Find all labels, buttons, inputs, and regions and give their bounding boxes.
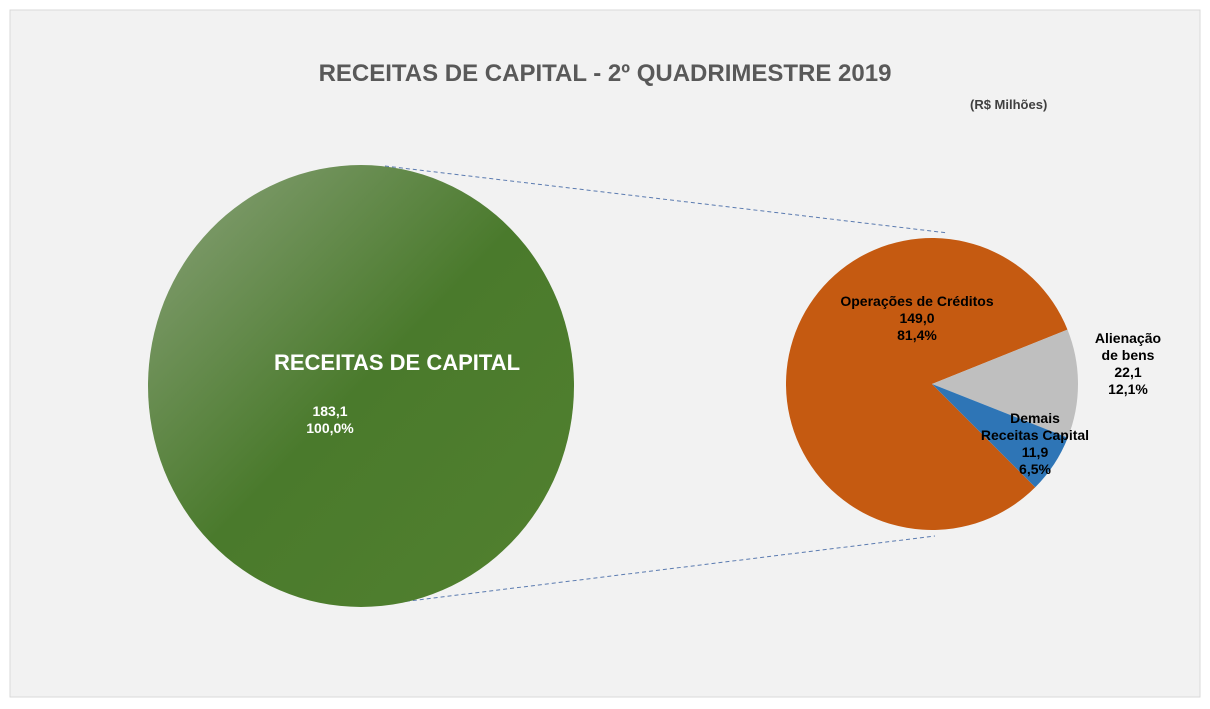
label-text: 183,1 [312, 403, 348, 419]
data-label: 183,1 100,0% [306, 403, 353, 437]
data-label: Operações de Créditos 149,0 81,4% [840, 293, 993, 344]
label-text: 22,1 [1114, 364, 1142, 380]
pie-slice [932, 329, 1078, 438]
connector [384, 165, 949, 234]
label-text: 6,5% [1019, 461, 1051, 477]
label-text: 149,0 [899, 310, 935, 326]
total-pie [148, 165, 574, 607]
chart-subtitle: (R$ Milhões) [970, 97, 1048, 112]
data-label: RECEITAS DE CAPITAL [273, 350, 521, 389]
label-text: 81,4% [897, 327, 937, 343]
connector [384, 535, 936, 605]
label-text: Demais Receitas Capital [980, 410, 1090, 443]
chart-title: RECEITAS DE CAPITAL - 2º QUADRIMESTRE 20… [318, 60, 892, 87]
label-text: 12,1% [1108, 381, 1148, 397]
label-text: 100,0% [306, 420, 354, 436]
label-text: Operações de Créditos [840, 293, 994, 309]
pie-slice [932, 384, 1068, 488]
pie-slice [785, 237, 1068, 530]
label-text: RECEITAS DE CAPITAL [273, 350, 521, 375]
label-text: 11,9 [1021, 444, 1049, 460]
data-label: Demais Receitas Capital 11,9 6,5% [981, 410, 1089, 478]
data-label: Alienação de bens 22,1 12,1% [1087, 330, 1169, 398]
label-text: Alienação de bens [1094, 330, 1162, 363]
